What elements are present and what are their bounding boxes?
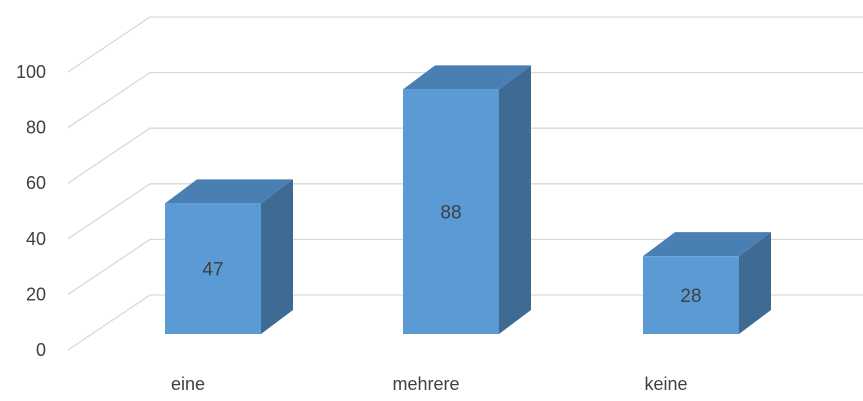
gridline — [67, 16, 863, 73]
y-tick-label: 0 — [36, 340, 46, 360]
x-category-label: keine — [644, 374, 687, 394]
y-axis-tick-labels: 0 20 40 60 80 100 — [16, 62, 46, 360]
bar — [403, 65, 531, 335]
bar-data-label: 88 — [440, 203, 461, 224]
x-category-label: mehrere — [392, 374, 459, 394]
gridline — [67, 238, 863, 295]
bar-data-label: 47 — [202, 260, 223, 281]
bar-top-face — [165, 179, 293, 204]
bar-front-face — [403, 89, 499, 334]
bar — [165, 179, 293, 334]
y-tick-label: 100 — [16, 62, 46, 82]
bar-side-face — [739, 232, 771, 334]
y-tick-label: 80 — [26, 118, 46, 138]
gridline — [67, 183, 863, 240]
y-tick-label: 40 — [26, 229, 46, 249]
bar — [643, 232, 771, 334]
bar-top-face — [643, 232, 771, 257]
gridline — [67, 294, 863, 351]
bar-data-label: 28 — [680, 286, 701, 307]
gridline — [67, 71, 863, 129]
bar-front-face — [643, 256, 739, 334]
x-category-label: eine — [171, 374, 205, 394]
gridlines — [67, 16, 863, 351]
gridline — [67, 127, 863, 184]
bar-front-face — [165, 203, 261, 334]
y-tick-label: 60 — [26, 173, 46, 193]
bar-side-face — [261, 179, 293, 334]
bars: 47 88 28 — [165, 65, 771, 335]
bar-top-face — [403, 65, 531, 90]
bar-side-face — [499, 65, 531, 335]
y-tick-label: 20 — [26, 284, 46, 304]
x-axis-category-labels: eine mehrere keine — [171, 374, 688, 394]
